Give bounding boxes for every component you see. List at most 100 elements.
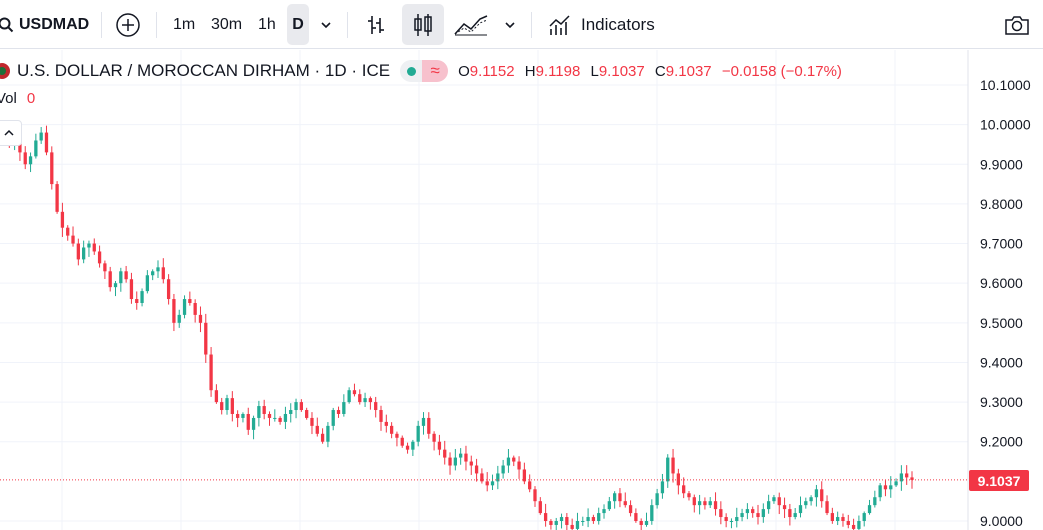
candle-body: [342, 402, 346, 414]
timeframe-dropdown[interactable]: [319, 0, 333, 49]
candle: [889, 476, 893, 498]
candle-body: [756, 513, 760, 518]
candle-body: [331, 410, 335, 426]
candle: [703, 497, 707, 510]
low-value: 9.1037: [598, 62, 645, 80]
candle-body: [501, 465, 505, 474]
candle-body: [841, 517, 845, 521]
candles-chart-type-button[interactable]: [402, 4, 444, 45]
candle: [60, 202, 65, 237]
candle: [97, 245, 102, 268]
candle-body: [517, 461, 521, 470]
candle-body: [464, 453, 468, 462]
candle: [66, 225, 70, 241]
candle: [156, 260, 160, 279]
candle-body: [198, 314, 203, 323]
candle-body: [336, 410, 341, 414]
candle-body: [777, 497, 781, 506]
candle: [161, 258, 165, 284]
candle-body: [320, 433, 325, 442]
timeframe-1m[interactable]: 1m: [173, 15, 196, 33]
legend-title[interactable]: U.S. DOLLAR / MOROCCAN DIRHAM · 1D · ICE: [17, 61, 391, 80]
candle-body: [278, 417, 282, 422]
candle: [836, 511, 840, 526]
candle: [506, 449, 511, 473]
candle-body: [161, 267, 165, 280]
candle: [586, 508, 590, 528]
timeframe-d[interactable]: D: [287, 4, 309, 45]
candle-body: [172, 299, 176, 323]
candle: [846, 514, 850, 529]
candle: [618, 488, 622, 508]
ohlc-values: O9.1152 H9.1198 L9.1037 C9.1037 −0.0158 …: [458, 63, 842, 80]
market-status-pill[interactable]: ≈: [400, 60, 449, 82]
candle: [129, 272, 134, 304]
price-tick-label: 9.0000: [980, 513, 1023, 529]
candle-body: [204, 322, 208, 355]
candle-body: [188, 299, 192, 303]
candle-body: [687, 493, 691, 498]
candle: [713, 492, 718, 516]
candle: [432, 431, 436, 451]
bars-chart-type-button[interactable]: [364, 0, 388, 49]
candle-body: [873, 497, 877, 506]
candle: [257, 400, 261, 427]
candle: [453, 448, 457, 471]
candle-body: [310, 417, 314, 426]
candle: [177, 309, 181, 328]
candle-body: [905, 473, 909, 478]
candle-body: [299, 402, 304, 411]
delayed-data-icon: ≈: [422, 60, 449, 82]
candle: [23, 146, 27, 170]
toolbar-divider: [531, 12, 532, 38]
symbol-label: USDMAD: [19, 15, 90, 33]
candle-body: [899, 473, 904, 482]
candle-body: [103, 263, 107, 272]
price-tick-label: 9.7000: [980, 236, 1023, 252]
collapse-legend-button[interactable]: [0, 120, 22, 146]
chevron-up-icon: [4, 129, 14, 136]
candle: [305, 407, 309, 420]
candle: [220, 397, 224, 415]
candle-body: [177, 314, 181, 323]
candle-body: [411, 441, 415, 450]
toolbar-divider: [347, 12, 348, 38]
price-tick-label: 10.0000: [980, 117, 1031, 133]
candle-body: [262, 406, 266, 414]
candle: [671, 448, 675, 483]
screenshot-button[interactable]: [1004, 0, 1030, 49]
flag-icon: [0, 63, 10, 79]
candle-body: [358, 394, 362, 403]
volume-legend: Vol 0: [0, 90, 35, 107]
area-chart-type-button[interactable]: [454, 0, 488, 49]
candle: [899, 465, 904, 491]
candle: [474, 458, 479, 482]
price-axis[interactable]: 10.1000 10.0000 9.9000 9.8000 9.7000 9.6000 9.…: [967, 50, 1031, 530]
candle-body: [506, 457, 511, 466]
candle-body: [273, 417, 277, 419]
candle-body: [538, 501, 542, 514]
timeframe-30m[interactable]: 30m: [211, 15, 243, 33]
compare-symbol-button[interactable]: [115, 0, 141, 49]
symbol-search-button[interactable]: USDMAD: [0, 0, 89, 49]
market-open-indicator: [400, 60, 423, 82]
candle: [71, 226, 75, 247]
candle-body: [76, 243, 80, 260]
chevron-down-icon: [321, 21, 331, 28]
candle: [729, 518, 734, 529]
chart-type-dropdown[interactable]: [503, 0, 517, 49]
candle-body: [825, 501, 829, 514]
candle: [857, 515, 861, 530]
candle: [655, 488, 659, 509]
candle-body: [628, 505, 633, 514]
candle-body: [703, 501, 707, 506]
candle: [581, 516, 585, 526]
candle-body: [485, 481, 489, 486]
candle-body: [443, 449, 447, 458]
timeframe-1h[interactable]: 1h: [258, 15, 276, 33]
candle: [538, 497, 542, 515]
candle: [841, 513, 845, 527]
candle: [825, 495, 829, 516]
indicators-button[interactable]: Indicators: [548, 0, 655, 49]
